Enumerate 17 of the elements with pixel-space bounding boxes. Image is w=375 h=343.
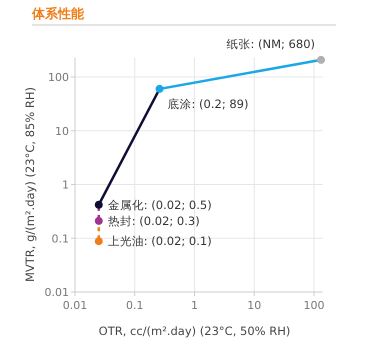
y-tick-label: 0.01 — [44, 286, 69, 299]
y-axis-title: MVTR, g/(m².day) (23°C, 85% RH) — [23, 86, 37, 282]
annotation: 上光油: (0.02; 0.1) — [108, 234, 212, 248]
x-axis-title: OTR, cc/(m².day) (23°C, 50% RH) — [98, 324, 290, 338]
annotation: 热封: (0.02; 0.3) — [108, 214, 200, 228]
x-tick-label: 100 — [304, 299, 324, 312]
y-tick-label: 1 — [62, 178, 69, 192]
x-tick-label: 1 — [191, 299, 198, 312]
chart-title: 体系性能 — [31, 6, 85, 22]
y-tick-label: 0.1 — [52, 232, 69, 246]
annotation: 金属化: (0.02; 0.5) — [108, 198, 212, 212]
y-tick-label: 10 — [55, 124, 69, 138]
x-tick-label: 0.1 — [126, 299, 144, 312]
x-tick-label: 10 — [247, 299, 262, 312]
annotation: 纸张: (NM; 680) — [226, 36, 316, 51]
annotation: 底涂: (0.2; 89) — [168, 96, 249, 111]
y-tick-label: 100 — [48, 71, 69, 84]
